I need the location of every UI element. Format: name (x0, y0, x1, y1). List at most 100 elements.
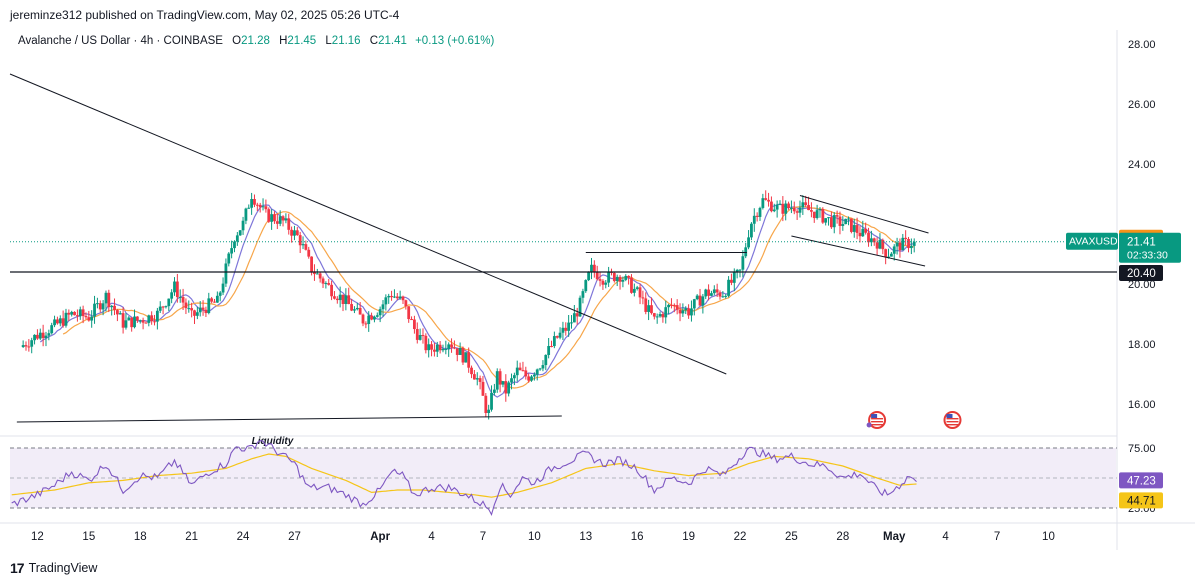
candle (413, 315, 416, 334)
candle-body (315, 273, 319, 275)
candle-body (612, 272, 616, 282)
candle (295, 227, 299, 236)
candle-body (667, 304, 671, 308)
candle (835, 210, 839, 224)
candle-body (95, 303, 99, 305)
candle (398, 290, 402, 300)
trendline[interactable] (791, 235, 926, 267)
flag-stripe (946, 424, 959, 426)
candle (544, 354, 548, 371)
trendline[interactable] (9, 73, 727, 375)
candle-body (193, 310, 196, 316)
trendline[interactable] (799, 195, 929, 234)
candle-body (404, 300, 408, 307)
candle (415, 322, 419, 344)
candle-body (375, 315, 379, 317)
candle-body (889, 253, 893, 257)
candle (178, 289, 182, 303)
candle-body (198, 307, 202, 313)
candle-body (115, 310, 119, 315)
candle (401, 295, 405, 305)
candle (330, 280, 333, 301)
candle-body (801, 202, 805, 208)
candle (221, 277, 225, 296)
us-flag-icon[interactable] (943, 411, 962, 429)
candle (195, 306, 199, 320)
candle (367, 311, 371, 332)
candle (430, 341, 433, 357)
candle-body (730, 279, 733, 283)
trendline[interactable] (16, 415, 562, 423)
candle (158, 301, 162, 314)
candle-body (904, 237, 908, 239)
candle (144, 321, 148, 324)
candle-body (907, 238, 910, 249)
candle-body (690, 308, 693, 316)
candle-body (53, 319, 56, 326)
candle-body (78, 309, 82, 317)
candle-body (738, 269, 742, 271)
us-flag-icon[interactable] (866, 411, 887, 429)
candle-body (313, 272, 316, 275)
brand-name: TradingView (28, 561, 98, 575)
candle-body (804, 202, 808, 206)
candle (570, 315, 573, 329)
candle (384, 294, 388, 311)
candle (527, 373, 531, 383)
candle-body (275, 221, 279, 224)
candle-body (755, 215, 759, 217)
candle (350, 298, 353, 312)
candle (855, 217, 859, 240)
candle-body (772, 209, 776, 212)
symbol-name[interactable]: Avalanche / US Dollar · 4h · COINBASE (18, 35, 223, 47)
candle (787, 201, 790, 210)
candle-body (704, 289, 708, 297)
flag-canton (871, 414, 878, 418)
candle (561, 321, 565, 341)
candle-body (675, 305, 679, 310)
candle (124, 313, 128, 330)
candle-body (535, 369, 539, 375)
candle-body (98, 303, 102, 310)
candle (427, 338, 431, 358)
candle (64, 308, 68, 328)
candle (564, 322, 568, 336)
ma-fast-line (39, 203, 915, 398)
badge-bg (1119, 265, 1163, 281)
candle-body (281, 216, 285, 221)
candle (150, 311, 154, 325)
candle (261, 198, 265, 211)
candle-body (384, 297, 388, 305)
candle (849, 218, 853, 234)
candle (647, 299, 651, 321)
candle (575, 307, 579, 325)
candle-body (38, 332, 42, 339)
candle (512, 372, 516, 386)
candle-body (832, 215, 836, 228)
candle (115, 309, 119, 322)
time-tick-label: 22 (734, 531, 747, 543)
candle (741, 250, 745, 278)
candle-body (195, 312, 199, 316)
candle-body (815, 210, 819, 219)
candle-body (487, 409, 491, 413)
candle (721, 291, 725, 298)
candle (518, 362, 522, 371)
candle (21, 340, 25, 348)
candle-body (670, 304, 673, 306)
candle (318, 272, 322, 283)
time-tick-label: May (883, 531, 906, 543)
candle (375, 312, 379, 318)
candle-body (435, 344, 439, 352)
candle (704, 288, 708, 300)
candle (852, 218, 856, 238)
candle-body (155, 310, 159, 322)
candle-body (512, 375, 516, 379)
candle (767, 192, 770, 207)
candle-body (621, 279, 625, 282)
candle-body (113, 305, 116, 311)
candle-body (572, 313, 576, 323)
candle-body (798, 207, 802, 213)
candle (464, 352, 468, 363)
